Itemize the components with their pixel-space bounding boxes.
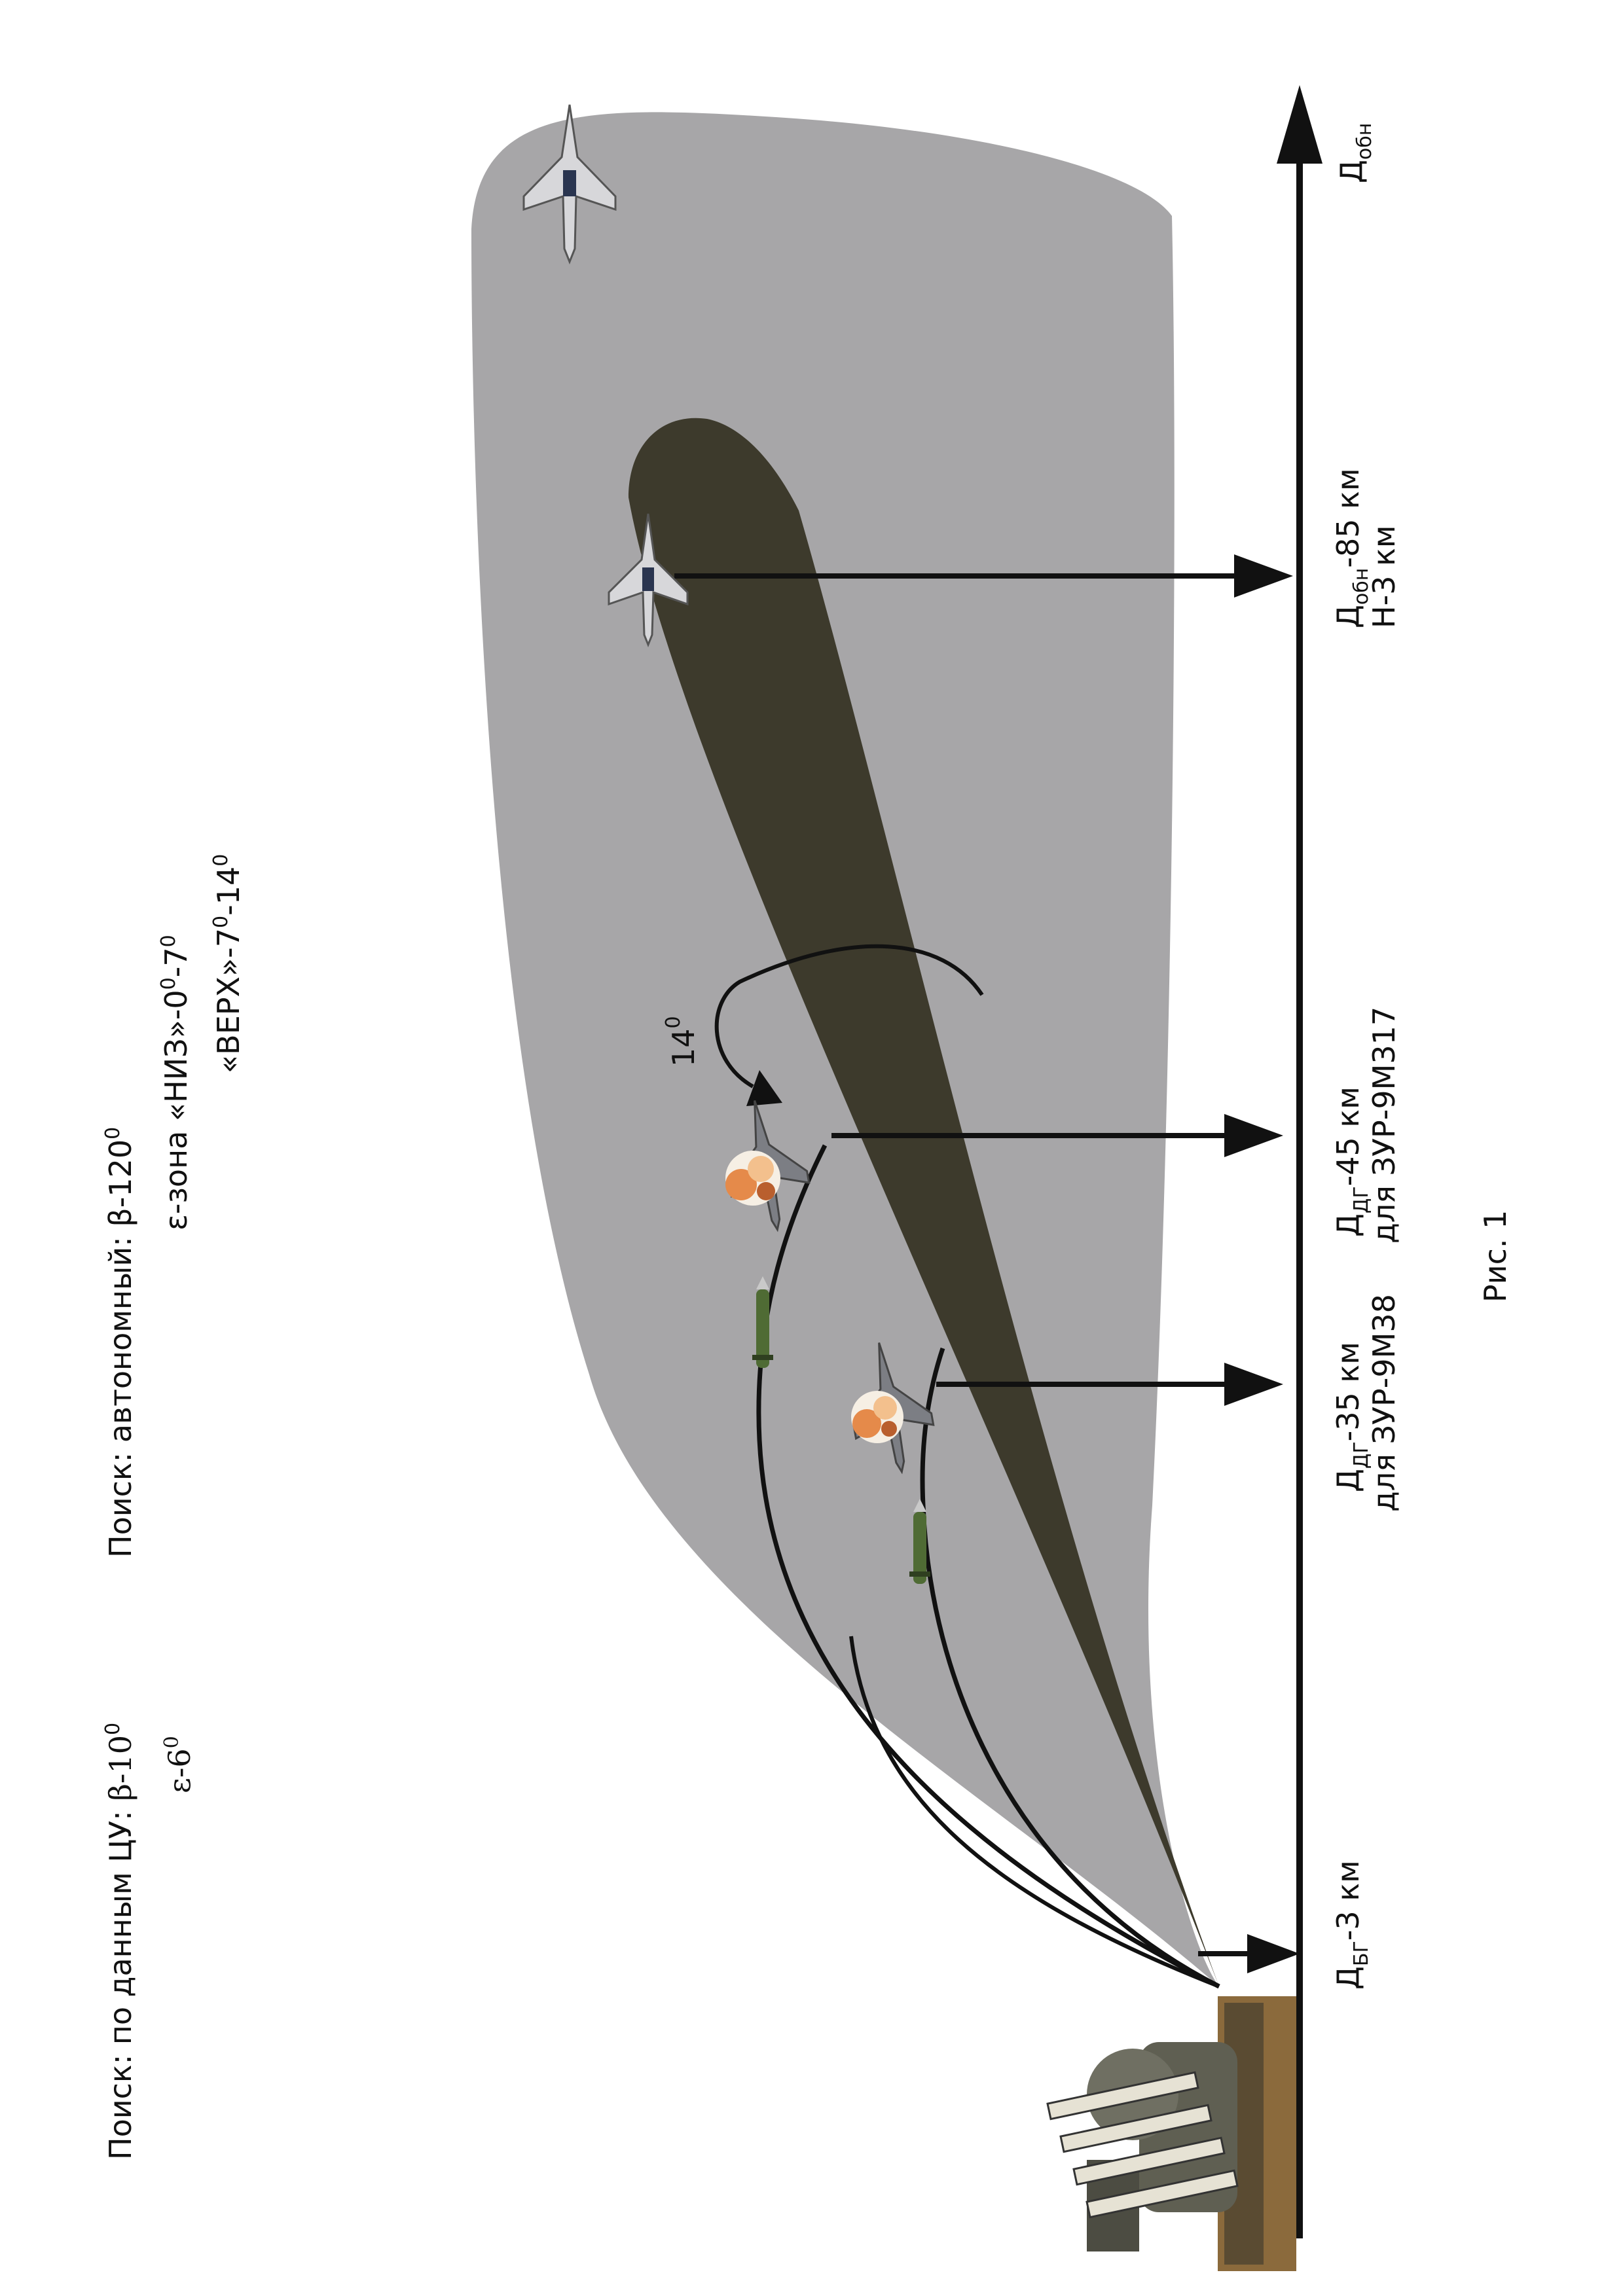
search-cu-block: Поиск: по данным ЦУ: β-100 ε-60 (101, 1723, 197, 2160)
aircraft-icon (522, 104, 617, 265)
svg-text:для ЗУР-9М317: для ЗУР-9М317 (1366, 1007, 1402, 1244)
angle-label: 140 (662, 1016, 701, 1067)
trajectory-9m317 (756, 1144, 1220, 1989)
svg-text:ДДГ-45 км: ДДГ-45 км (1330, 1086, 1373, 1237)
range-marker-ddg-45: ДДГ-45 км для ЗУР-9М317 (1330, 1007, 1402, 1244)
search-auto-block: Поиск: автономный: β-1200 ε-зона «НИЗ»-0… (101, 854, 246, 1558)
arrowhead-dobn-85 (1234, 554, 1293, 598)
missile-icon (752, 1276, 773, 1368)
axis-label: Добн (1334, 123, 1376, 183)
svg-text:для ЗУР-9М38: для ЗУР-9М38 (1366, 1294, 1402, 1512)
svg-text:«ВЕРХ»-70-140: «ВЕРХ»-70-140 (210, 854, 246, 1073)
explosion-icon (725, 1151, 780, 1206)
trajectory-inner (849, 1636, 1220, 1988)
beam-sector (629, 418, 1219, 1987)
svg-text:ε-зона «НИЗ»-00-70: ε-зона «НИЗ»-00-70 (157, 935, 194, 1230)
explosion-icon (851, 1391, 903, 1443)
angle-arc-head (746, 1070, 782, 1106)
range-marker-dobn-85: Добн-85 км Н-3 км (1330, 468, 1402, 628)
angle-arc (714, 944, 984, 1088)
svg-text:ДБГ-3 км: ДБГ-3 км (1330, 1860, 1373, 1990)
missile-icon (909, 1499, 930, 1584)
arrowhead-ddg-45 (1224, 1114, 1283, 1157)
svg-text:Добн-85 км: Добн-85 км (1330, 468, 1373, 628)
arrowhead-ddg-35 (1224, 1363, 1283, 1406)
figure-caption: Рис. 1 (1478, 1210, 1513, 1302)
svg-text:ε-60: ε-60 (160, 1736, 197, 1793)
svg-text:Поиск: автономный: β-1200: Поиск: автономный: β-1200 (101, 1127, 138, 1558)
axis-arrowhead (1277, 85, 1322, 164)
arrowhead-dbg (1247, 1934, 1300, 1973)
svg-text:Н-3 км: Н-3 км (1366, 525, 1402, 628)
range-marker-dbg: ДБГ-3 км (1330, 1860, 1373, 1990)
range-marker-ddg-35: ДДГ-35 км для ЗУР-9М38 (1330, 1294, 1402, 1512)
launcher-vehicle-icon (1046, 1996, 1296, 2271)
svg-text:ДДГ-35 км: ДДГ-35 км (1330, 1342, 1373, 1492)
svg-text:Поиск: по данным ЦУ: β-1: Поиск: по данным ЦУ: β-100 (101, 1723, 138, 2160)
aircraft-icon (608, 513, 689, 648)
